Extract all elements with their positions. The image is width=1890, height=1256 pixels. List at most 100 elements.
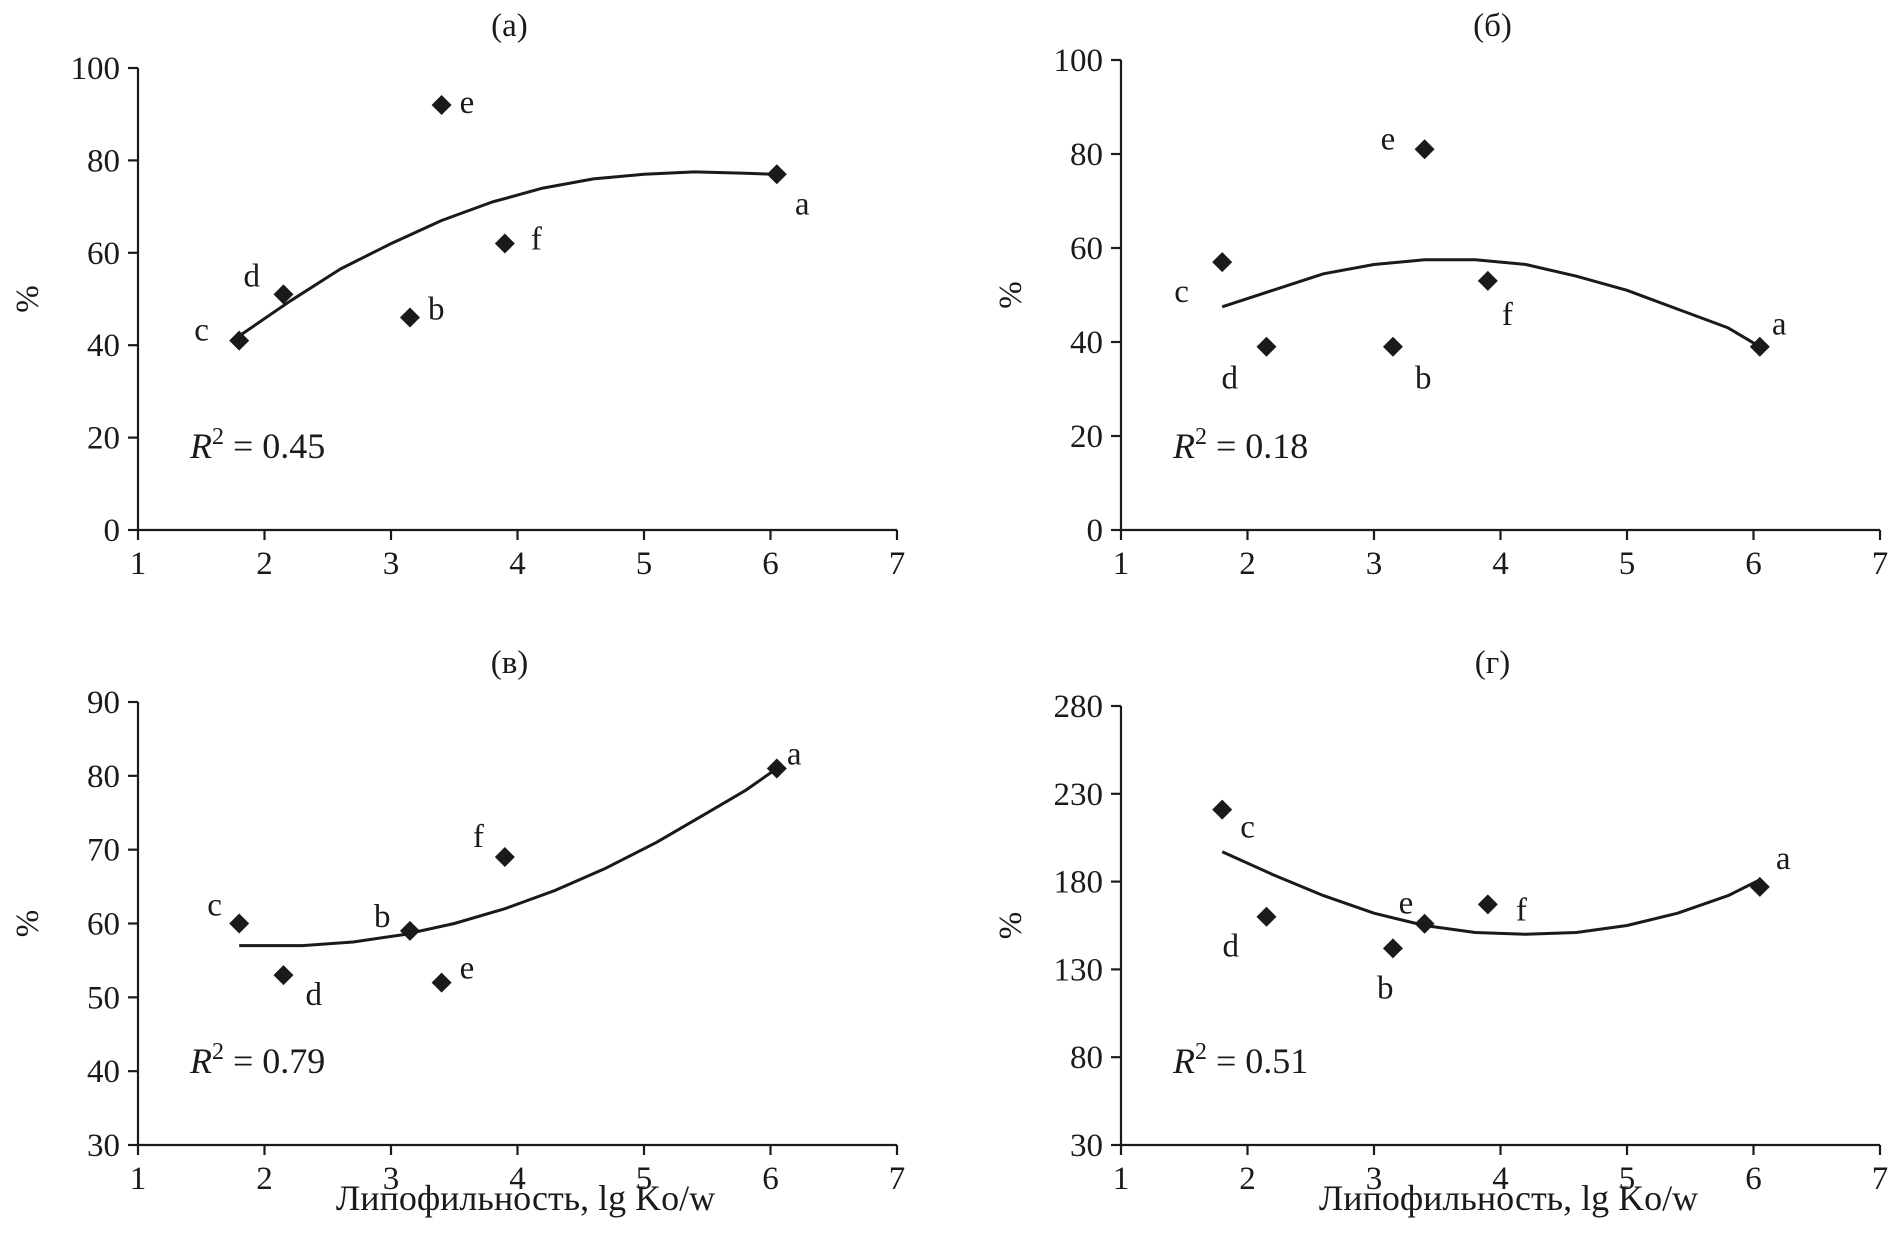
y-tick-label: 60 (87, 236, 120, 272)
y-tick-label: 70 (87, 833, 120, 869)
data-point-label: c (194, 313, 209, 349)
x-tick-label: 5 (1619, 1161, 1636, 1197)
x-tick-label: 1 (130, 1161, 147, 1197)
data-point-label: d (305, 977, 322, 1013)
x-tick-label: 7 (889, 1161, 906, 1197)
x-tick-label: 1 (1113, 546, 1130, 582)
data-point-marker (273, 965, 294, 986)
data-point-marker (1414, 139, 1435, 160)
data-point-label: a (1776, 841, 1791, 877)
x-axis-label: Липофильность, lg Ko/w (336, 1178, 715, 1218)
x-tick-label: 3 (383, 546, 400, 582)
y-tick-label: 80 (87, 143, 120, 179)
data-point-marker (1414, 913, 1435, 934)
x-tick-label: 5 (1619, 546, 1636, 582)
x-tick-label: 7 (1872, 546, 1889, 582)
y-tick-label: 50 (87, 980, 120, 1016)
x-tick-label: 2 (1239, 1161, 1256, 1197)
data-point-label: a (795, 186, 810, 222)
y-tick-label: 0 (1087, 513, 1104, 549)
data-point-marker (273, 284, 294, 305)
data-point-label: b (374, 899, 391, 935)
data-point-marker (1477, 894, 1498, 915)
data-point-marker (1212, 799, 1233, 820)
y-tick-label: 40 (87, 1054, 120, 1090)
x-tick-label: 5 (636, 1161, 653, 1197)
data-point-marker (1749, 876, 1770, 897)
data-point-marker (766, 164, 787, 185)
data-point-label: d (243, 258, 260, 294)
data-point-marker (1477, 270, 1498, 291)
data-point-marker (1212, 252, 1233, 273)
data-point-marker (1256, 906, 1277, 927)
data-point-label: f (1516, 892, 1527, 928)
data-point-label: d (1222, 929, 1239, 965)
panel-title: (б) (1473, 8, 1512, 44)
trendline (238, 170, 777, 338)
y-axis-label: % (10, 910, 46, 938)
x-tick-label: 7 (889, 546, 906, 582)
data-point-label: f (473, 819, 484, 855)
y-tick-label: 230 (1054, 777, 1104, 813)
data-point-label: f (1502, 297, 1513, 333)
data-point-label: c (1240, 810, 1255, 846)
x-tick-label: 6 (1745, 1161, 1762, 1197)
y-tick-label: 80 (1070, 1040, 1103, 1076)
y-axis-label: % (993, 281, 1029, 309)
data-point-label: e (1399, 886, 1414, 922)
x-tick-label: 3 (1366, 546, 1383, 582)
panel-title: (в) (491, 645, 529, 681)
x-tick-label: 3 (383, 1161, 400, 1197)
x-axis-label: Липофильность, lg Ko/w (1319, 1178, 1698, 1218)
data-point-marker (494, 233, 515, 254)
y-axis-label: % (10, 285, 46, 313)
x-tick-label: 4 (509, 546, 526, 582)
y-tick-label: 280 (1054, 689, 1104, 725)
y-tick-label: 30 (1070, 1128, 1103, 1164)
data-point-marker (1256, 336, 1277, 357)
x-tick-label: 1 (130, 546, 147, 582)
data-point-label: a (1772, 307, 1787, 343)
x-tick-label: 2 (1239, 546, 1256, 582)
x-tick-label: 2 (256, 546, 273, 582)
data-point-label: c (1174, 274, 1189, 310)
y-tick-label: 60 (1070, 231, 1103, 267)
data-point-marker (1382, 938, 1403, 959)
r-squared-annotation: R2 = 0.45 (189, 424, 325, 466)
y-axis-label: % (993, 912, 1029, 940)
y-tick-label: 180 (1054, 865, 1104, 901)
data-point-label: e (1381, 121, 1396, 157)
panel-title: (а) (491, 8, 528, 44)
x-tick-label: 6 (762, 1161, 779, 1197)
y-tick-label: 90 (87, 685, 120, 721)
data-point-marker (229, 330, 250, 351)
y-tick-label: 40 (87, 328, 120, 364)
data-point-marker (431, 94, 452, 115)
r-squared-annotation: R2 = 0.79 (189, 1039, 325, 1081)
x-tick-label: 3 (1366, 1161, 1383, 1197)
data-point-marker (1749, 336, 1770, 357)
x-tick-label: 5 (636, 546, 653, 582)
y-tick-label: 80 (1070, 137, 1103, 173)
trendline (1221, 850, 1761, 936)
y-tick-label: 100 (1054, 43, 1104, 79)
x-tick-label: 6 (1745, 546, 1762, 582)
y-tick-label: 130 (1054, 952, 1104, 988)
y-tick-label: 60 (87, 907, 120, 943)
y-tick-label: 30 (87, 1128, 120, 1164)
y-tick-label: 80 (87, 759, 120, 795)
x-tick-label: 4 (1492, 546, 1509, 582)
x-tick-label: 4 (509, 1161, 526, 1197)
data-point-marker (494, 847, 515, 868)
trendline (1221, 258, 1761, 348)
y-tick-label: 100 (71, 51, 121, 87)
data-point-marker (431, 972, 452, 993)
x-tick-label: 2 (256, 1161, 273, 1197)
data-point-label: b (428, 291, 445, 327)
data-point-label: d (1221, 361, 1238, 397)
x-tick-label: 1 (1113, 1161, 1130, 1197)
data-point-marker (1382, 336, 1403, 357)
panel-title: (г) (1475, 645, 1511, 681)
data-point-label: b (1377, 970, 1394, 1006)
